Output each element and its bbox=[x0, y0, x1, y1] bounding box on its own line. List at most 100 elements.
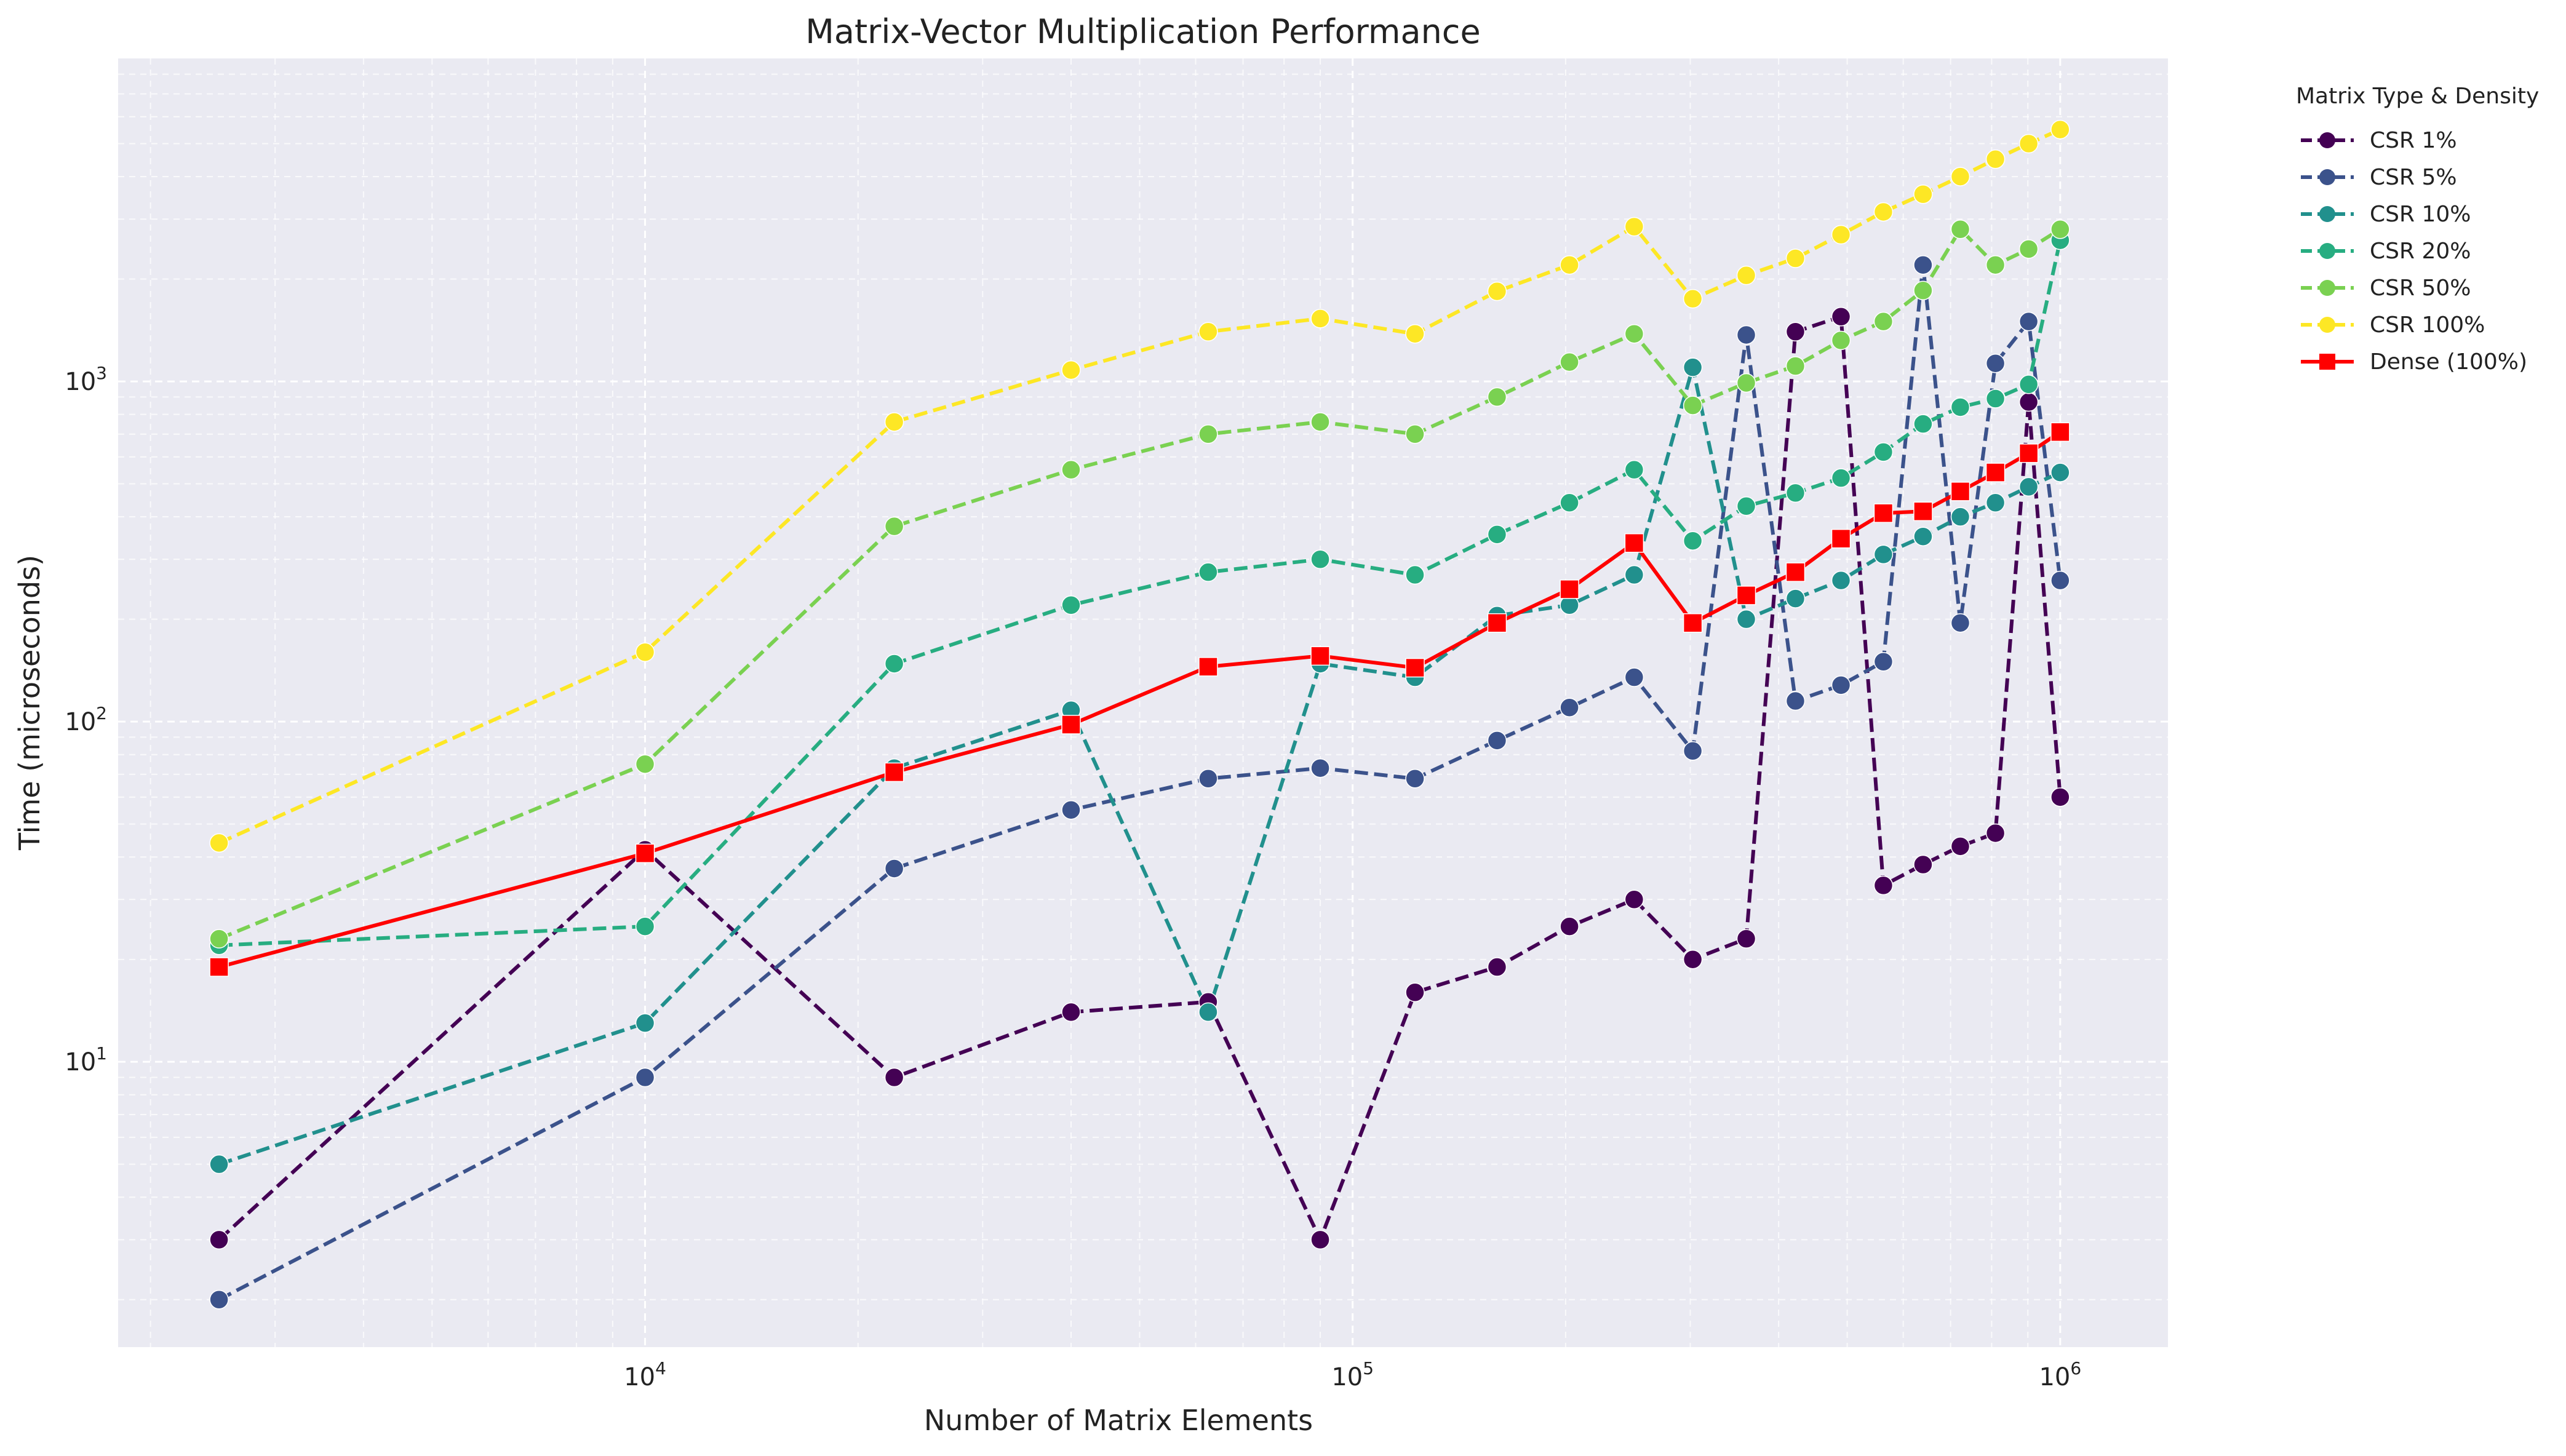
legend-marker-csr-5 bbox=[2319, 169, 2335, 185]
data-point-dense-100 bbox=[1913, 501, 1933, 522]
data-point-csr-50 bbox=[1985, 255, 2006, 275]
data-point-csr-1 bbox=[1785, 322, 1806, 342]
data-point-csr-20 bbox=[884, 654, 904, 674]
data-point-dense-100 bbox=[884, 762, 904, 782]
data-point-csr-20 bbox=[1560, 493, 1579, 513]
data-point-csr-10 bbox=[635, 1013, 655, 1033]
data-point-csr-50 bbox=[2018, 239, 2039, 259]
data-point-csr-1 bbox=[1950, 837, 1970, 856]
data-point-csr-1 bbox=[1683, 949, 1703, 969]
data-point-dense-100 bbox=[1624, 533, 1644, 553]
data-point-dense-100 bbox=[1736, 586, 1756, 605]
data-point-csr-5 bbox=[1310, 758, 1330, 778]
data-point-csr-100 bbox=[1873, 202, 1894, 222]
data-point-csr-20 bbox=[1913, 414, 1933, 434]
data-point-csr-1 bbox=[1061, 1002, 1081, 1022]
data-point-dense-100 bbox=[1405, 658, 1425, 678]
data-point-csr-100 bbox=[1683, 288, 1703, 309]
data-point-csr-5 bbox=[1198, 769, 1218, 789]
data-point-csr-20 bbox=[635, 917, 655, 936]
data-point-csr-1 bbox=[1310, 1230, 1330, 1250]
data-point-csr-20 bbox=[1785, 483, 1806, 503]
data-point-csr-5 bbox=[1950, 613, 1970, 633]
legend-marker-csr-50 bbox=[2319, 280, 2335, 296]
data-point-csr-50 bbox=[1487, 387, 1507, 407]
data-point-csr-20 bbox=[1624, 459, 1644, 480]
data-point-csr-50 bbox=[1310, 412, 1330, 432]
data-point-csr-100 bbox=[1061, 360, 1081, 380]
data-point-csr-20 bbox=[1683, 531, 1703, 551]
data-point-csr-50 bbox=[635, 754, 655, 774]
y-tick-label: 101 bbox=[65, 1043, 107, 1076]
data-point-dense-100 bbox=[209, 957, 229, 977]
x-tick-label: 105 bbox=[1331, 1358, 1374, 1391]
data-point-csr-5 bbox=[2018, 311, 2039, 332]
data-point-csr-50 bbox=[1831, 330, 1851, 351]
data-point-csr-5 bbox=[209, 1290, 229, 1310]
data-point-csr-10 bbox=[1198, 1002, 1218, 1022]
data-point-csr-5 bbox=[1683, 741, 1703, 761]
data-point-csr-50 bbox=[1061, 459, 1081, 480]
data-point-csr-10 bbox=[1785, 589, 1806, 608]
data-point-csr-100 bbox=[1736, 265, 1756, 285]
data-point-csr-5 bbox=[635, 1067, 655, 1088]
data-point-csr-10 bbox=[1913, 527, 1933, 546]
data-point-csr-10 bbox=[2018, 477, 2039, 497]
data-point-csr-5 bbox=[884, 859, 904, 878]
data-point-csr-20 bbox=[1487, 525, 1507, 544]
legend-label-csr-100: CSR 100% bbox=[2370, 312, 2485, 338]
data-point-csr-1 bbox=[2018, 392, 2039, 412]
data-point-csr-50 bbox=[1683, 396, 1703, 415]
data-point-csr-1 bbox=[884, 1067, 904, 1088]
data-point-dense-100 bbox=[1198, 657, 1218, 677]
data-point-dense-100 bbox=[1310, 646, 1330, 666]
data-point-csr-5 bbox=[1560, 698, 1579, 717]
data-point-dense-100 bbox=[1487, 613, 1507, 633]
data-point-csr-20 bbox=[1736, 496, 1756, 516]
series-line-csr-5 bbox=[218, 263, 2062, 1302]
data-point-dense-100 bbox=[635, 843, 655, 864]
data-point-csr-1 bbox=[1487, 957, 1507, 977]
legend-label-csr-50: CSR 50% bbox=[2370, 276, 2471, 301]
data-point-csr-50 bbox=[1198, 424, 1218, 444]
data-point-dense-100 bbox=[2050, 422, 2070, 442]
data-point-csr-100 bbox=[1913, 185, 1933, 204]
data-point-csr-50 bbox=[1736, 373, 1756, 393]
data-point-dense-100 bbox=[1950, 482, 1970, 501]
x-axis-label: Number of Matrix Elements bbox=[924, 1404, 1313, 1437]
data-point-csr-100 bbox=[1624, 217, 1644, 237]
data-point-dense-100 bbox=[1061, 715, 1081, 734]
data-point-csr-5 bbox=[1487, 731, 1507, 750]
data-point-csr-100 bbox=[2050, 119, 2070, 140]
legend-marker-csr-20 bbox=[2319, 243, 2335, 259]
x-tick-label: 104 bbox=[624, 1358, 666, 1391]
data-point-csr-5 bbox=[1913, 255, 1933, 275]
y-axis-label: Time (microseconds) bbox=[13, 555, 46, 851]
data-point-csr-20 bbox=[1198, 562, 1218, 582]
data-point-csr-50 bbox=[1785, 356, 1806, 376]
series-markers bbox=[209, 119, 2070, 1310]
data-point-csr-20 bbox=[1985, 389, 2006, 408]
data-point-csr-50 bbox=[209, 929, 229, 949]
data-point-csr-1 bbox=[1831, 307, 1851, 327]
data-point-csr-100 bbox=[2018, 133, 2039, 154]
data-point-dense-100 bbox=[2018, 444, 2039, 463]
data-point-csr-10 bbox=[2050, 463, 2070, 482]
legend-marker-dense-100 bbox=[2319, 354, 2335, 370]
data-point-csr-5 bbox=[1061, 800, 1081, 820]
data-point-csr-100 bbox=[1560, 255, 1579, 275]
data-point-csr-20 bbox=[1873, 442, 1894, 462]
data-point-csr-1 bbox=[209, 1230, 229, 1250]
data-point-csr-50 bbox=[1560, 352, 1579, 372]
y-tick-label: 103 bbox=[65, 363, 107, 396]
data-point-csr-50 bbox=[884, 516, 904, 536]
data-point-csr-5 bbox=[1736, 325, 1756, 345]
data-point-csr-10 bbox=[209, 1154, 229, 1174]
legend-label-csr-20: CSR 20% bbox=[2370, 239, 2471, 264]
data-point-csr-100 bbox=[884, 412, 904, 432]
data-point-csr-5 bbox=[1624, 667, 1644, 687]
data-point-csr-50 bbox=[2050, 220, 2070, 239]
legend-label-csr-1: CSR 1% bbox=[2370, 128, 2457, 153]
series-line-csr-100 bbox=[218, 127, 2062, 845]
